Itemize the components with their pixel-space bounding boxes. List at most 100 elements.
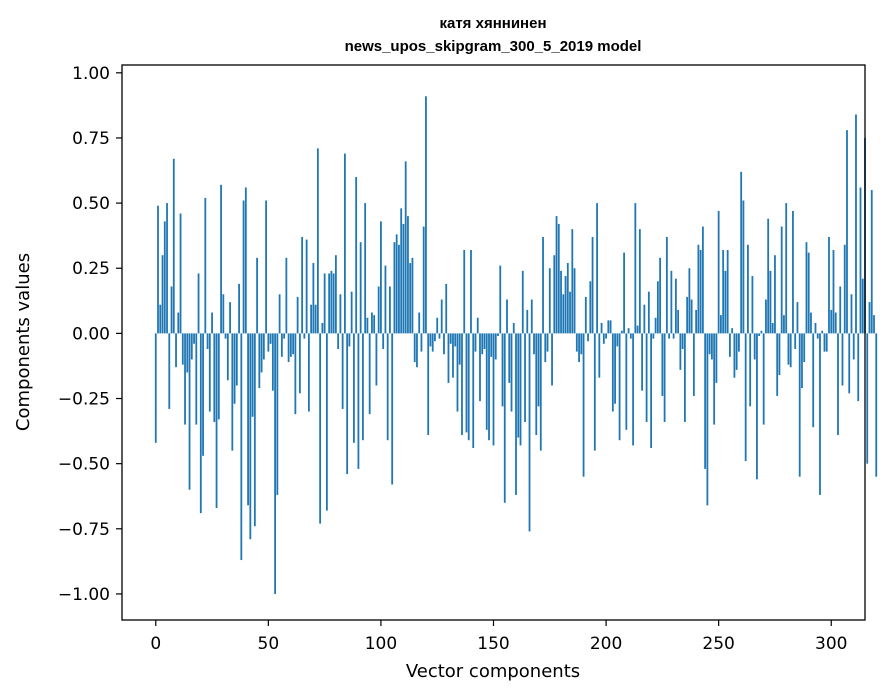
- bar: [398, 244, 400, 334]
- bar: [316, 148, 319, 334]
- bar: [294, 333, 297, 415]
- x-tick-label: 250: [702, 634, 734, 654]
- bar: [711, 333, 713, 360]
- bar: [553, 255, 556, 334]
- bar: [600, 322, 603, 334]
- bar: [771, 322, 774, 334]
- bar: [375, 333, 378, 386]
- bar: [208, 333, 211, 412]
- bar: [582, 333, 585, 477]
- bar: [436, 317, 439, 334]
- bar: [217, 333, 220, 420]
- bar: [803, 333, 806, 363]
- bar: [546, 333, 549, 352]
- x-tick-label: 0: [150, 634, 161, 654]
- bar: [443, 333, 445, 355]
- bar: [740, 171, 743, 334]
- bar: [562, 294, 565, 334]
- bar: [591, 236, 594, 334]
- bar: [816, 333, 819, 339]
- bar: [695, 309, 698, 334]
- bar: [280, 333, 283, 357]
- y-tick-label: 1.00: [72, 64, 110, 84]
- bar: [195, 333, 198, 425]
- bar: [332, 273, 335, 334]
- bar: [720, 315, 722, 334]
- y-tick-label: 0.00: [72, 324, 110, 344]
- bar: [596, 203, 598, 334]
- bar: [278, 294, 281, 334]
- bar: [413, 333, 416, 363]
- bar: [647, 291, 650, 334]
- bar: [747, 244, 749, 334]
- bar: [382, 333, 385, 350]
- bar: [296, 296, 299, 334]
- bar: [154, 333, 157, 443]
- bar: [765, 299, 767, 334]
- bar: [393, 242, 396, 334]
- bar: [447, 333, 450, 383]
- bar: [834, 312, 837, 334]
- bar: [283, 333, 286, 339]
- bar: [731, 328, 734, 334]
- bar: [665, 236, 668, 334]
- bar: [256, 257, 258, 334]
- bar: [620, 330, 623, 334]
- bar: [501, 333, 504, 407]
- bar: [400, 208, 403, 334]
- bar: [692, 333, 695, 396]
- bar: [825, 333, 828, 352]
- bar: [362, 333, 364, 441]
- bar: [348, 333, 351, 347]
- bar: [819, 333, 821, 495]
- bar: [557, 223, 560, 334]
- bar: [839, 286, 842, 334]
- bar: [584, 296, 587, 334]
- bar: [222, 294, 225, 334]
- bar: [461, 333, 463, 435]
- bar: [751, 276, 754, 334]
- bar: [229, 302, 231, 334]
- bar: [677, 309, 680, 334]
- bar: [258, 333, 261, 389]
- bar: [292, 333, 295, 355]
- bar: [713, 333, 716, 425]
- y-tick-label: 0.50: [72, 194, 110, 214]
- bar: [271, 333, 274, 391]
- y-tick-label: 0.75: [72, 129, 110, 149]
- bar: [618, 333, 621, 441]
- bar: [683, 333, 686, 422]
- bar: [371, 312, 373, 334]
- bar: [220, 184, 222, 334]
- bar: [852, 333, 855, 360]
- bar: [605, 333, 607, 339]
- bar: [452, 333, 454, 378]
- bar: [521, 270, 524, 334]
- bar: [575, 333, 578, 352]
- bar: [609, 320, 612, 334]
- bar: [701, 226, 704, 334]
- bar: [593, 333, 596, 451]
- bar: [758, 333, 761, 336]
- bar: [627, 328, 630, 334]
- x-tick-label: 200: [590, 634, 622, 654]
- bar: [564, 276, 567, 334]
- bar: [625, 333, 628, 430]
- bar: [681, 333, 684, 350]
- bar: [445, 283, 448, 334]
- bar: [749, 333, 752, 407]
- y-tick-label: 0.25: [72, 259, 110, 279]
- bar: [535, 333, 538, 435]
- bar: [794, 333, 797, 350]
- bar: [402, 223, 405, 334]
- bar: [602, 333, 605, 344]
- bar: [841, 333, 844, 386]
- bar: [389, 286, 391, 334]
- bar: [632, 333, 634, 446]
- bar: [380, 221, 382, 334]
- bar: [533, 333, 535, 355]
- bar: [580, 333, 583, 355]
- bar: [463, 250, 466, 334]
- x-tick-label: 150: [477, 634, 509, 654]
- bar: [492, 333, 495, 446]
